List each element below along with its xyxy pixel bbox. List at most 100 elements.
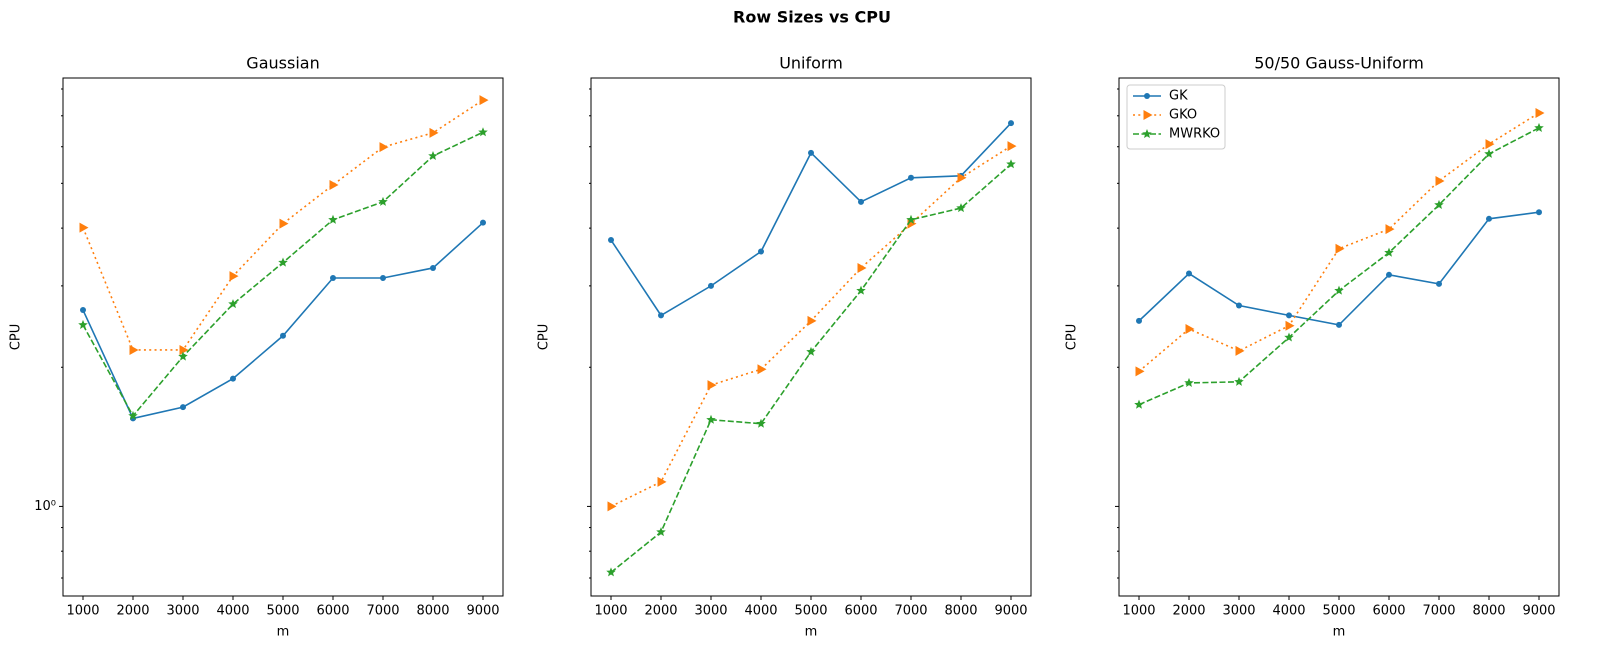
marker bbox=[656, 527, 666, 537]
marker bbox=[1386, 271, 1392, 278]
marker bbox=[1535, 107, 1545, 118]
marker bbox=[857, 262, 867, 273]
marker bbox=[1334, 285, 1344, 295]
marker bbox=[1007, 141, 1017, 152]
marker bbox=[906, 214, 916, 224]
marker bbox=[607, 501, 617, 512]
x-tick-label: 3000 bbox=[166, 604, 199, 619]
marker bbox=[180, 404, 186, 411]
marker bbox=[179, 344, 189, 355]
marker bbox=[1008, 120, 1014, 127]
marker bbox=[78, 319, 88, 329]
x-axis-label: m bbox=[805, 625, 818, 640]
marker bbox=[1435, 175, 1445, 186]
marker bbox=[708, 282, 714, 289]
plot-frame bbox=[62, 77, 504, 597]
y-axis-label: CPU bbox=[1065, 324, 1080, 350]
x-tick-label: 9000 bbox=[1522, 604, 1555, 619]
marker bbox=[758, 248, 764, 255]
marker bbox=[1184, 377, 1194, 387]
marker bbox=[1434, 199, 1444, 209]
marker bbox=[479, 95, 489, 106]
subplot-title: Uniform bbox=[779, 54, 843, 73]
marker bbox=[957, 172, 967, 183]
marker bbox=[1536, 209, 1542, 216]
x-tick-label: 4000 bbox=[1272, 604, 1305, 619]
marker bbox=[608, 237, 614, 244]
x-tick-label: 5000 bbox=[1322, 604, 1355, 619]
marker bbox=[1134, 399, 1144, 409]
marker bbox=[329, 179, 339, 190]
marker bbox=[228, 299, 238, 309]
marker bbox=[756, 418, 766, 428]
marker bbox=[178, 351, 188, 361]
marker bbox=[328, 214, 338, 224]
x-tick-label: 1000 bbox=[1122, 604, 1155, 619]
marker bbox=[1485, 139, 1495, 150]
figure-title: Row Sizes vs CPU bbox=[733, 8, 891, 27]
x-tick-label: 9000 bbox=[466, 604, 499, 619]
marker bbox=[280, 332, 286, 339]
legend-marker bbox=[1144, 93, 1150, 99]
y-tick-label: 10⁰ bbox=[34, 499, 56, 514]
marker bbox=[1185, 324, 1195, 335]
x-tick-label: 3000 bbox=[694, 604, 727, 619]
marker bbox=[806, 346, 816, 356]
marker bbox=[1234, 376, 1244, 386]
marker bbox=[428, 150, 438, 161]
marker bbox=[1286, 312, 1292, 319]
marker bbox=[1336, 321, 1342, 328]
marker bbox=[480, 219, 486, 226]
x-tick-label: 8000 bbox=[1472, 604, 1505, 619]
x-tick-label: 2000 bbox=[116, 604, 149, 619]
x-tick-label: 7000 bbox=[1422, 604, 1455, 619]
marker bbox=[278, 257, 288, 267]
x-tick-label: 2000 bbox=[644, 604, 677, 619]
marker bbox=[658, 312, 664, 319]
marker bbox=[808, 149, 814, 156]
marker bbox=[79, 222, 89, 233]
marker bbox=[706, 414, 716, 424]
marker bbox=[379, 142, 389, 153]
x-tick-label: 1000 bbox=[594, 604, 627, 619]
marker bbox=[908, 174, 914, 181]
marker bbox=[1385, 224, 1395, 235]
x-tick-label: 7000 bbox=[366, 604, 399, 619]
x-tick-label: 7000 bbox=[894, 604, 927, 619]
legend-marker bbox=[1143, 110, 1153, 120]
marker bbox=[1236, 302, 1242, 309]
x-tick-label: 5000 bbox=[266, 604, 299, 619]
marker bbox=[757, 364, 767, 375]
plot-frame bbox=[590, 77, 1032, 597]
x-tick-label: 6000 bbox=[1372, 604, 1405, 619]
legend-label: GKO bbox=[1169, 108, 1197, 123]
legend-label: MWRKO bbox=[1169, 127, 1220, 142]
line bbox=[82, 99, 484, 351]
y-axis-label: CPU bbox=[537, 324, 552, 350]
marker bbox=[1484, 148, 1494, 158]
x-tick-label: 6000 bbox=[844, 604, 877, 619]
marker bbox=[279, 218, 289, 229]
marker bbox=[1335, 243, 1345, 254]
x-tick-label: 8000 bbox=[416, 604, 449, 619]
x-axis-label: m bbox=[277, 625, 290, 640]
marker bbox=[1384, 247, 1394, 257]
marker bbox=[1135, 366, 1145, 377]
marker bbox=[1136, 317, 1142, 324]
marker bbox=[378, 196, 388, 206]
marker bbox=[807, 315, 817, 326]
marker bbox=[858, 198, 864, 205]
subplot-title: Gaussian bbox=[246, 54, 319, 73]
x-tick-label: 4000 bbox=[744, 604, 777, 619]
marker bbox=[1534, 122, 1544, 132]
legend-label: GK bbox=[1169, 89, 1188, 104]
x-tick-label: 9000 bbox=[994, 604, 1027, 619]
marker bbox=[956, 203, 966, 213]
legend-box bbox=[1126, 84, 1226, 150]
marker bbox=[380, 275, 386, 282]
marker bbox=[707, 380, 717, 391]
marker bbox=[657, 476, 667, 487]
marker bbox=[606, 567, 616, 577]
